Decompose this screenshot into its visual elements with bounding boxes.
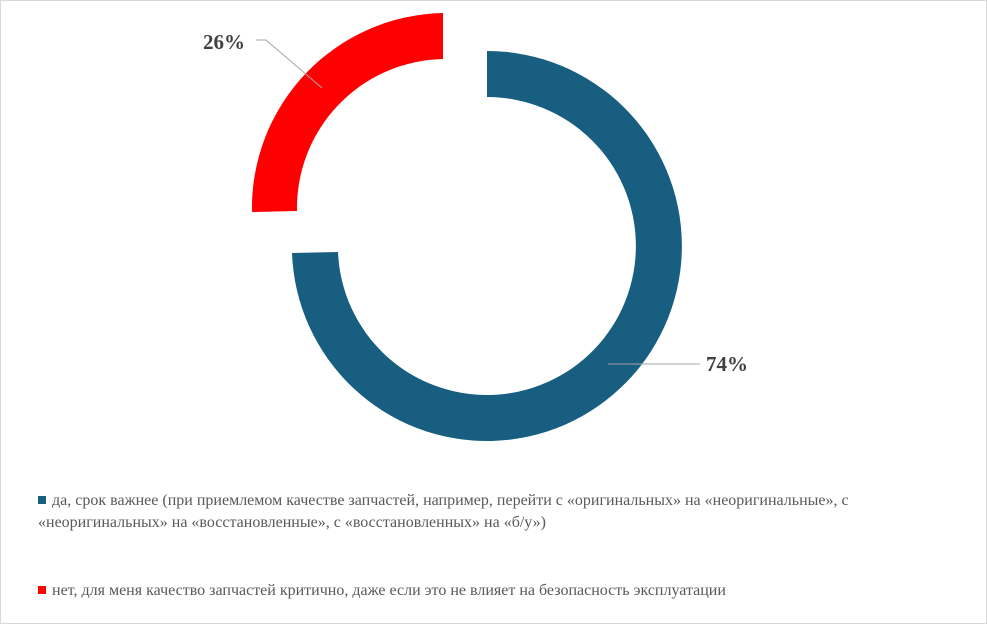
data-label-74: 74% xyxy=(706,352,748,376)
doughnut-chart xyxy=(251,13,700,441)
leader-line-26 xyxy=(256,39,323,89)
data-label-26: 26% xyxy=(203,30,245,54)
segment-no[interactable] xyxy=(251,13,443,212)
legend-item-yes[interactable]: да, срок важнее (при приемлемом качестве… xyxy=(38,490,958,534)
segment-yes[interactable] xyxy=(292,51,682,441)
legend-swatch-blue-icon xyxy=(38,496,46,504)
legend-label: да, срок важнее (при приемлемом качестве… xyxy=(38,492,849,531)
legend-swatch-red-icon xyxy=(38,586,46,594)
legend-item-no[interactable]: нет, для меня качество запчастей критичн… xyxy=(38,580,958,602)
legend-label: нет, для меня качество запчастей критичн… xyxy=(52,582,726,599)
